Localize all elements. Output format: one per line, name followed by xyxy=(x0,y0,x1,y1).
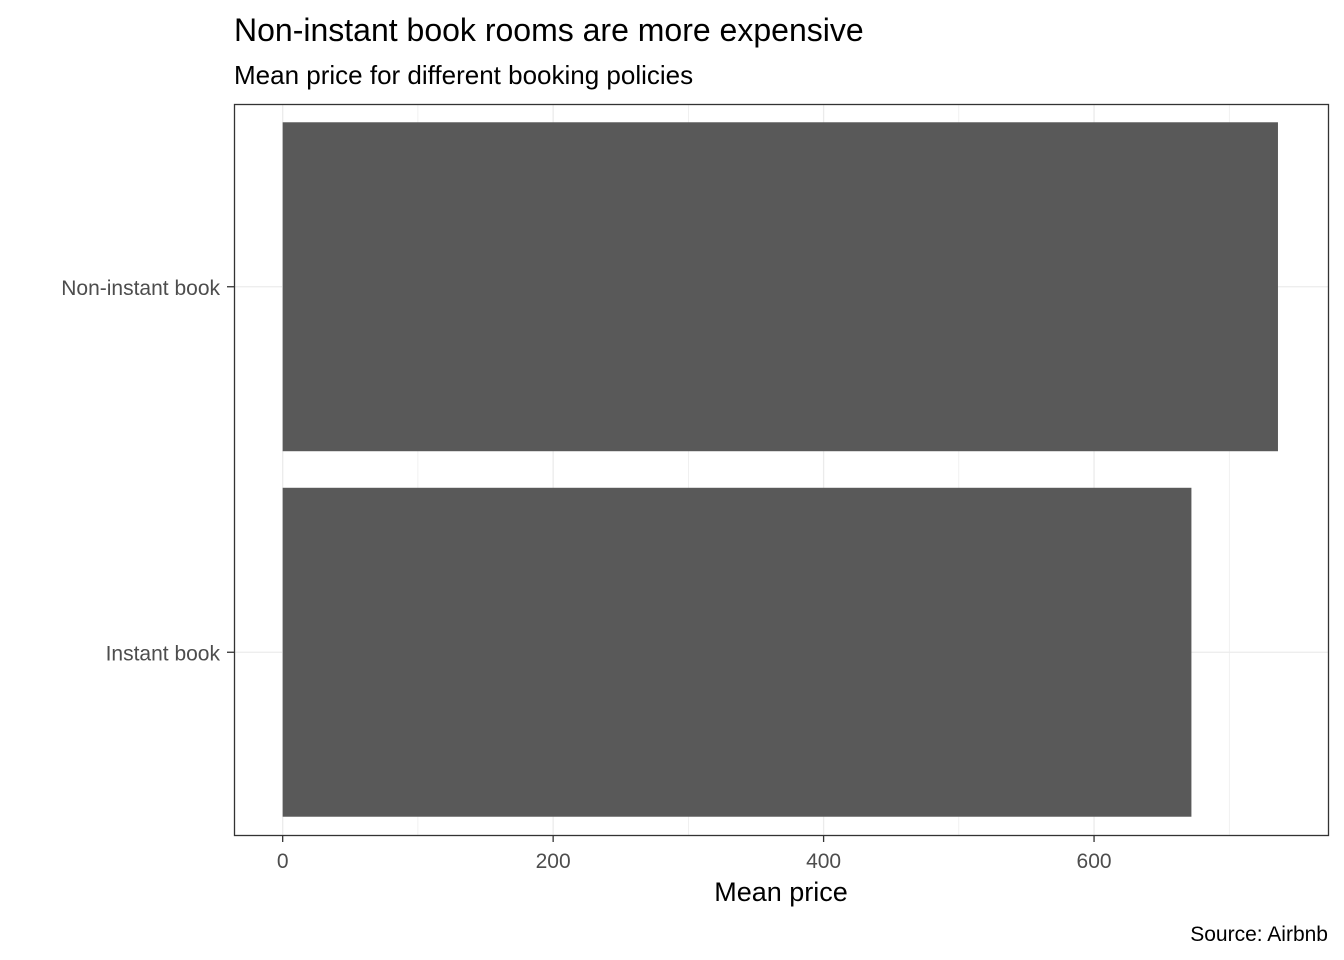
chart-title: Non-instant book rooms are more expensiv… xyxy=(234,12,864,48)
x-tick-label: 400 xyxy=(806,850,841,873)
bar-non-instant-book xyxy=(282,122,1278,452)
plot-panel xyxy=(233,103,1330,837)
bars xyxy=(282,122,1278,817)
x-axis-title: Mean price xyxy=(714,877,848,907)
x-tick-label: 200 xyxy=(536,850,571,873)
bar-instant-book xyxy=(282,487,1192,817)
x-axis: 0 200 400 600 xyxy=(277,835,1112,873)
y-axis: Non-instant book Instant book xyxy=(61,277,234,665)
y-tick-label: Non-instant book xyxy=(61,277,220,300)
y-tick-label: Instant book xyxy=(106,642,221,665)
chart-subtitle: Mean price for different booking policie… xyxy=(234,60,693,90)
x-tick-label: 0 xyxy=(277,850,289,873)
panel-border xyxy=(233,103,1330,837)
chart-caption: Source: Airbnb xyxy=(1190,923,1328,946)
x-tick-label: 600 xyxy=(1077,850,1112,873)
